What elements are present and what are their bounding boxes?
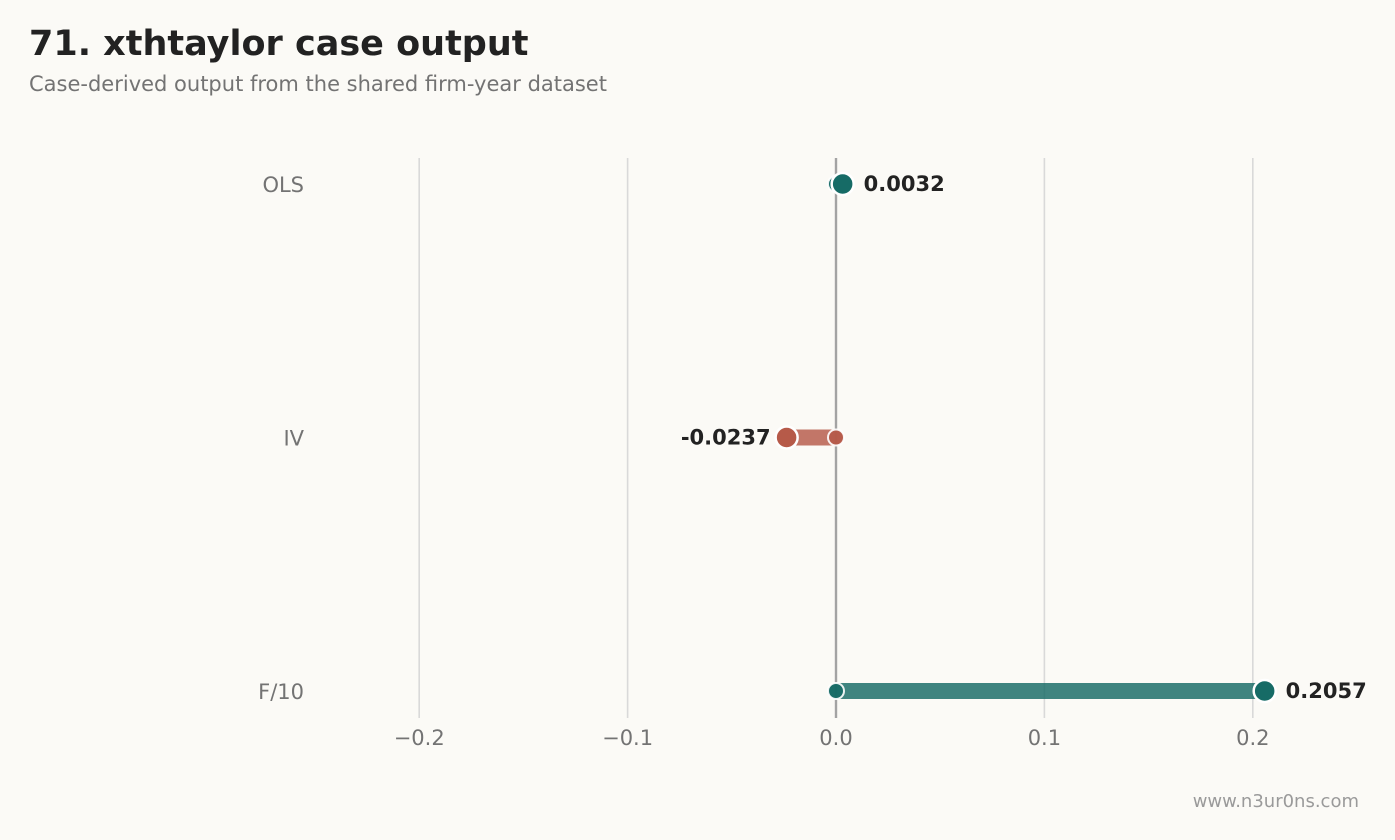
x-tick-label: −0.2	[394, 726, 445, 750]
category-label: OLS	[262, 173, 304, 197]
value-dot	[1252, 678, 1277, 704]
label-layer: −0.2 −0.1 0.0 0.1 0.2 OLS 0.0032 IV -0.0237 F/10 0…	[258, 172, 1367, 750]
x-tick-label: −0.1	[602, 726, 653, 750]
x-tick-label: 0.2	[1236, 726, 1269, 750]
value-dot	[774, 425, 799, 450]
value-dot	[830, 171, 855, 197]
watermark-url: www.n3ur0ns.com	[1192, 791, 1359, 812]
page-subtitle: Case-derived output from the shared firm…	[29, 72, 607, 96]
x-tick-label: 0.0	[819, 726, 852, 750]
value-label: 0.2057	[1286, 679, 1367, 703]
value-label: -0.0237	[681, 426, 771, 450]
stick-start-dot	[827, 682, 845, 700]
stick-start-dot	[827, 428, 845, 447]
stick-layer	[778, 176, 1273, 699]
value-label: 0.0032	[864, 172, 945, 196]
page-title: 71. xthtaylor case output	[29, 24, 529, 64]
category-label: IV	[283, 427, 304, 451]
x-tick-label: 0.1	[1028, 726, 1061, 750]
dot-layer	[774, 171, 1277, 704]
grid-layer	[418, 158, 1254, 718]
category-label: F/10	[258, 680, 304, 704]
